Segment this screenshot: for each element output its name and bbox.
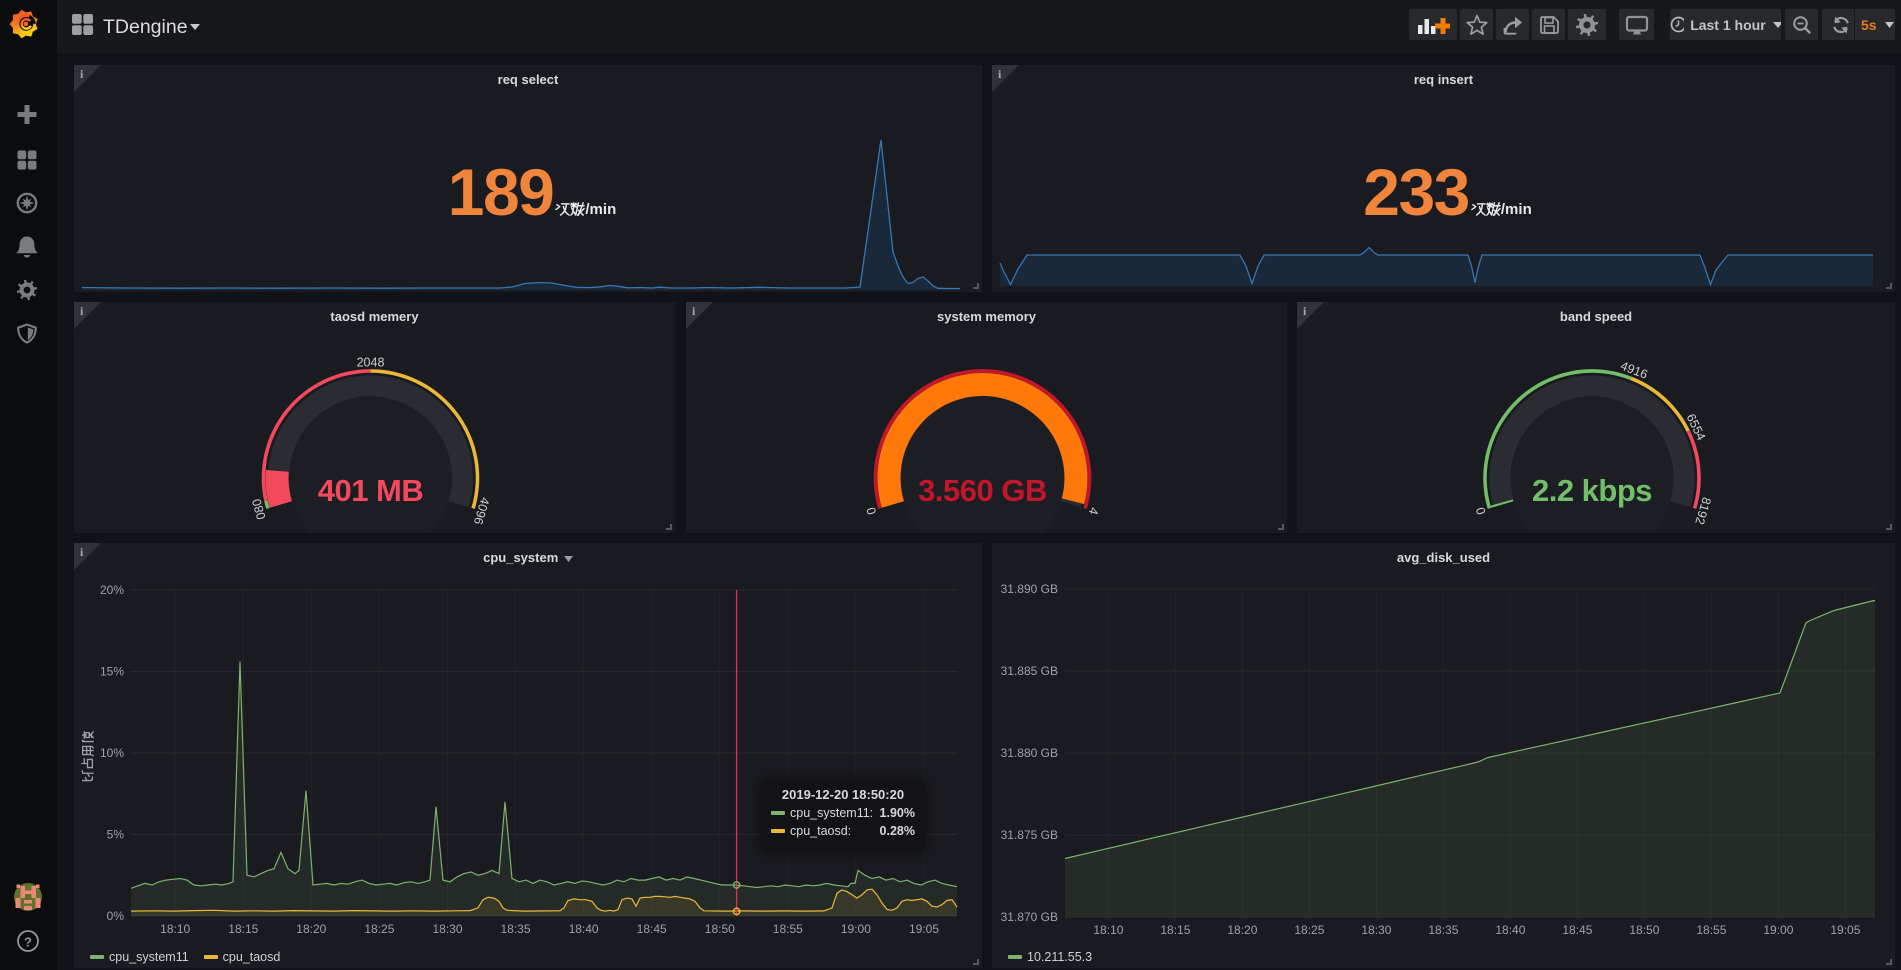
svg-text:401 MB: 401 MB: [318, 473, 424, 508]
svg-text:31.870 GB: 31.870 GB: [1001, 910, 1058, 924]
svg-text:18:20: 18:20: [296, 922, 326, 936]
svg-text:19:05: 19:05: [909, 922, 939, 936]
svg-text:31.880 GB: 31.880 GB: [1001, 746, 1058, 760]
svg-text:2.2 kbps: 2.2 kbps: [1532, 473, 1652, 508]
svg-text:18:55: 18:55: [1696, 923, 1726, 937]
svg-text:31.885 GB: 31.885 GB: [1001, 664, 1058, 678]
svg-text:18:45: 18:45: [1562, 923, 1592, 937]
svg-text:19:05: 19:05: [1830, 923, 1860, 937]
svg-text:18:10: 18:10: [1093, 923, 1123, 937]
svg-text:4: 4: [1086, 506, 1101, 517]
svg-text:15%: 15%: [100, 665, 124, 679]
svg-text:31.875 GB: 31.875 GB: [1001, 828, 1058, 842]
svg-text:5%: 5%: [107, 828, 125, 842]
svg-text:18:30: 18:30: [432, 922, 462, 936]
svg-text:18:30: 18:30: [1361, 923, 1391, 937]
svg-text:18:40: 18:40: [569, 922, 599, 936]
svg-text:18:20: 18:20: [1227, 923, 1257, 937]
svg-text:0: 0: [864, 506, 879, 517]
svg-text:18:15: 18:15: [228, 922, 258, 936]
svg-text:18:50: 18:50: [705, 922, 735, 936]
svg-text:18:15: 18:15: [1160, 923, 1190, 937]
svg-text:3.560 GB: 3.560 GB: [918, 473, 1047, 508]
svg-text:18:45: 18:45: [637, 922, 667, 936]
svg-text:18:50: 18:50: [1629, 923, 1659, 937]
svg-text:10%: 10%: [100, 746, 124, 760]
svg-text:18:10: 18:10: [160, 922, 190, 936]
svg-text:18:35: 18:35: [500, 922, 530, 936]
svg-text:18:25: 18:25: [364, 922, 394, 936]
svg-text:20%: 20%: [100, 583, 124, 597]
svg-text:19:00: 19:00: [841, 922, 871, 936]
svg-text:18:55: 18:55: [773, 922, 803, 936]
svg-text:18:25: 18:25: [1294, 923, 1324, 937]
svg-text:19:00: 19:00: [1763, 923, 1793, 937]
svg-text:2048: 2048: [357, 355, 385, 369]
svg-text:18:40: 18:40: [1495, 923, 1525, 937]
svg-text:18:35: 18:35: [1428, 923, 1458, 937]
svg-text:31.890 GB: 31.890 GB: [1001, 582, 1058, 596]
svg-text:080: 080: [250, 497, 269, 521]
svg-text:0: 0: [1473, 506, 1488, 517]
svg-text:0%: 0%: [107, 909, 125, 923]
svg-text:TDengine: TDengine: [103, 16, 188, 38]
svg-text:?: ?: [24, 935, 32, 950]
